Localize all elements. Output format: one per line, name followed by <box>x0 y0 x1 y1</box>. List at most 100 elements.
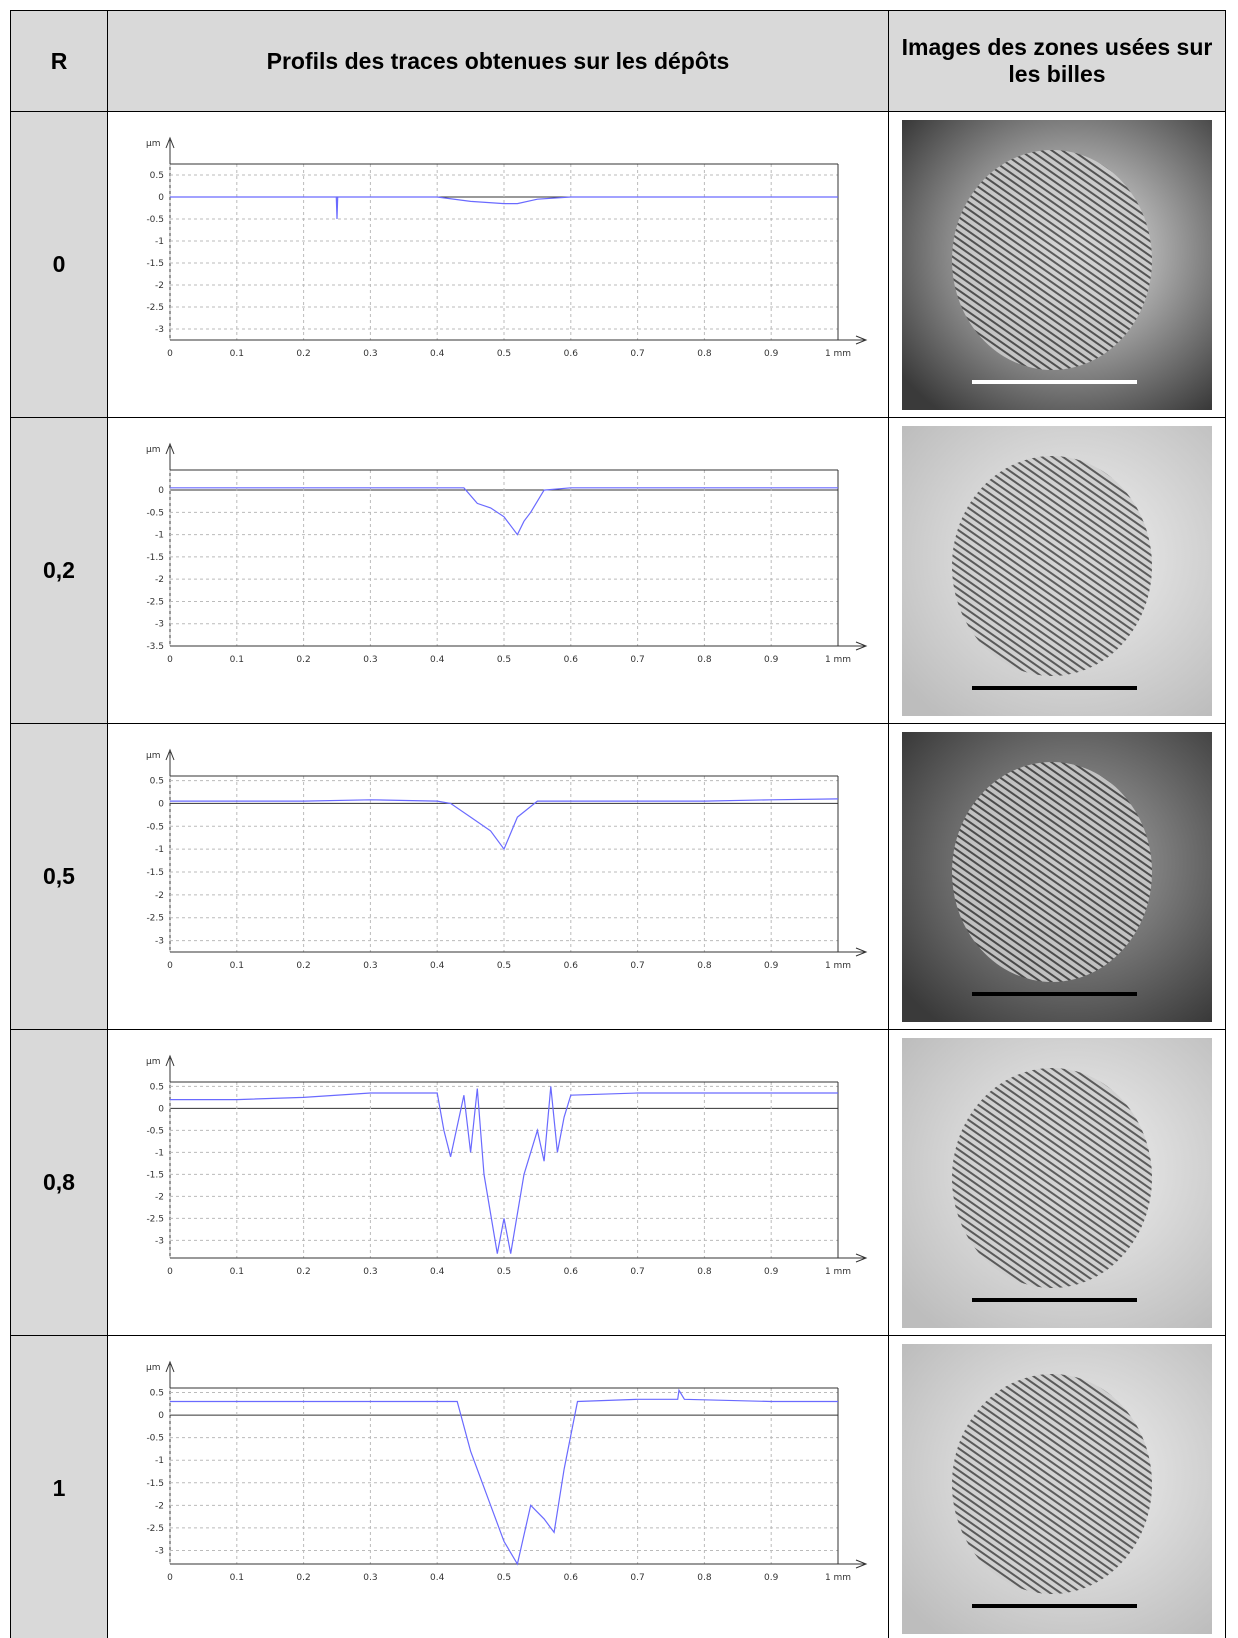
x-tick-label: 0.4 <box>430 961 445 971</box>
x-tick-label: 0.9 <box>764 1267 779 1277</box>
header-cell: Images des zones usées sur les billes <box>888 10 1226 112</box>
x-tick-label: 0.1 <box>230 655 244 665</box>
y-tick-label: -2.5 <box>146 914 164 924</box>
y-arrow <box>165 1360 175 1373</box>
header-cell: Profils des traces obtenues sur les dépô… <box>107 10 889 112</box>
x-tick-label: 0.3 <box>363 349 377 359</box>
x-tick-label: 0.7 <box>630 961 644 971</box>
wear-scar <box>952 1067 1152 1288</box>
x-tick-label: 0.7 <box>630 655 644 665</box>
wear-image <box>902 119 1212 410</box>
r-value: 0 <box>10 111 108 418</box>
y-tick-label: 0 <box>158 486 164 496</box>
x-tick-label: 0.9 <box>764 961 779 971</box>
y-axis-label: µm <box>146 751 161 761</box>
y-tick-label: -1.5 <box>146 1479 164 1489</box>
x-tick-label: 0.8 <box>697 1267 712 1277</box>
x-tick-label: 0 <box>167 349 173 359</box>
x-tick-label: 0.6 <box>564 1573 579 1583</box>
x-tick-label: 0.2 <box>296 349 310 359</box>
x-tick-label: 0.2 <box>296 961 310 971</box>
wear-scar <box>952 761 1152 982</box>
x-tick-label: 0.1 <box>230 1267 244 1277</box>
x-tick-label: 0.5 <box>497 1573 511 1583</box>
y-tick-label: -2.5 <box>146 1214 164 1224</box>
x-tick-label: 0.3 <box>363 961 377 971</box>
image-cell <box>888 1335 1226 1638</box>
x-tick-label: 0.4 <box>430 1573 445 1583</box>
x-tick-label: 0.3 <box>363 655 377 665</box>
x-tick-label: 1 mm <box>825 655 851 665</box>
x-tick-label: 0.8 <box>697 1573 712 1583</box>
y-tick-label: -3 <box>155 937 164 947</box>
x-tick-label: 0 <box>167 1573 173 1583</box>
x-tick-label: 0.8 <box>697 961 712 971</box>
y-tick-label: -2 <box>155 1192 164 1202</box>
profile-chart: µm0-0.5-1-1.5-2-2.5-3-3.50 0.1 0.2 0.3 0.4 0.… <box>146 442 868 665</box>
x-tick-label: 0.1 <box>230 1573 244 1583</box>
x-tick-label: 0 <box>167 961 173 971</box>
x-tick-label: 0.2 <box>296 655 310 665</box>
y-tick-label: -2.5 <box>146 303 164 313</box>
x-tick-label: 0.4 <box>430 1267 445 1277</box>
y-axis-label: µm <box>146 445 161 455</box>
table-row: 1 µm 0.5 0 -0.5 -1 -1.5 -2 -2.5 -3 0 0.1 0.2 0.3 0.4 0.… <box>10 1335 1226 1638</box>
y-tick-label: -0.5 <box>146 508 164 518</box>
x-arrow <box>855 335 868 345</box>
r-value: 0,2 <box>10 417 108 724</box>
y-tick-label: -2 <box>155 281 164 291</box>
x-tick-label: 0.3 <box>363 1573 377 1583</box>
header-cell: R <box>10 10 108 112</box>
y-tick-label: -2.5 <box>146 597 164 607</box>
x-tick-label: 0 <box>167 1267 173 1277</box>
x-arrow <box>855 641 868 651</box>
x-tick-label: 0.6 <box>564 349 579 359</box>
y-tick-label: 0.5 <box>150 171 164 181</box>
profile-line <box>170 798 839 851</box>
y-arrow <box>165 748 175 761</box>
table-row: 0,8 µm 0.5 0 -0.5 -1 -1.5 -2 -2.5 -3 0 0.1 0.2 0.3 0.4… <box>10 1029 1226 1336</box>
x-tick-label: 0.5 <box>497 655 511 665</box>
y-tick-label: -1 <box>155 531 164 541</box>
x-tick-label: 0.4 <box>430 655 445 665</box>
x-tick-label: 1 mm <box>825 349 851 359</box>
y-tick-label: -0.5 <box>146 215 164 225</box>
y-tick-label: -3.5 <box>146 642 164 652</box>
image-cell <box>888 1029 1226 1336</box>
y-tick-label: 0.5 <box>150 1082 164 1092</box>
profile-cell: µm 0 -0.5 -1 -1.5 -2 -2.5 -3 -3.5 0 0.1 0.2 0.3 0.4 0.… <box>107 417 889 724</box>
image-cell <box>888 417 1226 724</box>
wear-image <box>902 731 1212 1022</box>
y-tick-label: -1 <box>155 1148 164 1158</box>
x-tick-label: 0.5 <box>497 961 511 971</box>
x-tick-label: 0.7 <box>630 1573 644 1583</box>
x-arrow <box>855 1559 868 1569</box>
y-tick-label: -2 <box>155 575 164 585</box>
profile-cell: µm 0.5 0 -0.5 -1 -1.5 -2 -2.5 -3 0 0.1 0.2 0.3 0.4 0.5… <box>107 1335 889 1638</box>
x-tick-label: 1 mm <box>825 961 851 971</box>
table-row: 0,5 µm 0.5 0 -0.5 -1 -1.5 -2 -2.5 -3 0 0.1 0.2 0.3 0.4… <box>10 723 1226 1030</box>
y-tick-label: 0 <box>158 1104 164 1114</box>
y-tick-label: -0.5 <box>146 1126 164 1136</box>
y-tick-label: -1 <box>155 845 164 855</box>
x-tick-label: 0.8 <box>697 349 712 359</box>
y-axis-label: µm <box>146 1363 161 1373</box>
x-tick-label: 0 <box>167 655 173 665</box>
y-tick-label: -1 <box>155 237 164 247</box>
wear-scar <box>952 1373 1152 1594</box>
x-tick-label: 0.9 <box>764 349 779 359</box>
x-tick-label: 0.5 <box>497 1267 511 1277</box>
profile-line <box>170 1388 838 1566</box>
y-arrow <box>165 442 175 455</box>
y-tick-label: -3 <box>155 1546 164 1556</box>
x-tick-label: 0.2 <box>296 1573 310 1583</box>
y-arrow <box>165 1054 175 1067</box>
x-tick-label: 0.9 <box>764 1573 779 1583</box>
x-tick-label: 0.7 <box>630 349 644 359</box>
y-tick-label: -2.5 <box>146 1524 164 1534</box>
x-tick-label: 0.4 <box>430 349 445 359</box>
y-axis-label: µm <box>146 1057 161 1067</box>
x-tick-label: 0.9 <box>764 655 779 665</box>
profile-chart: µm 0.5 0 -0.5 -1 -1.5 -2 -2.5 -3 0 0.1 0.2 0.3 0.4 0.5… <box>146 136 868 359</box>
